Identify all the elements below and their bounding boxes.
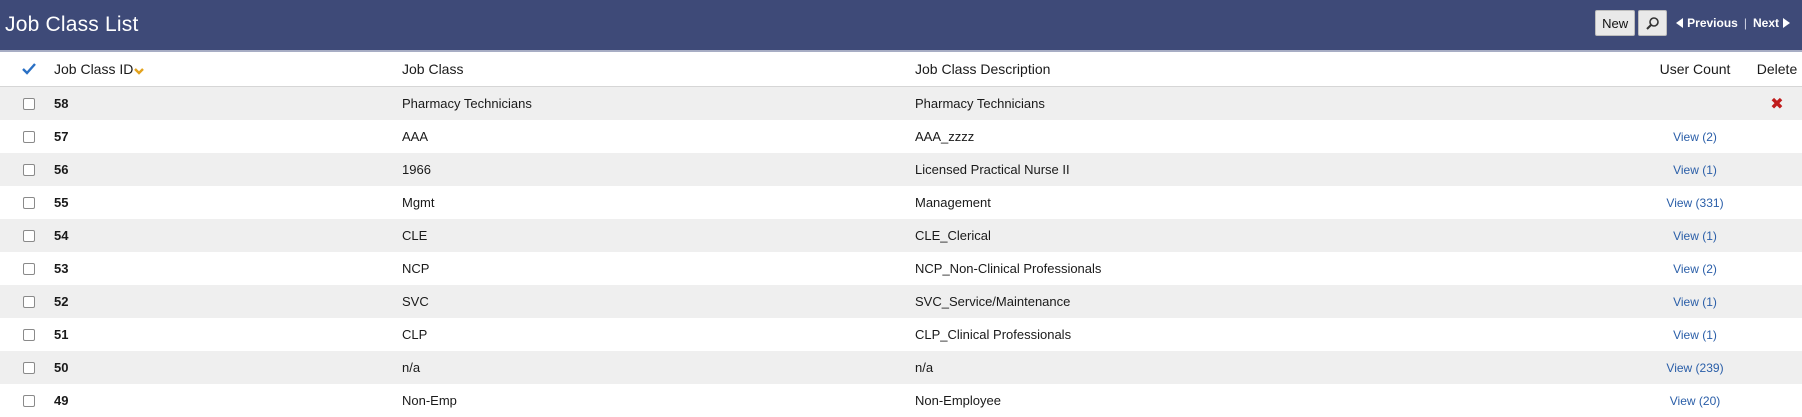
row-checkbox[interactable] [23, 394, 35, 407]
checkmark-icon[interactable] [22, 63, 36, 75]
view-users-link[interactable]: View (1) [1673, 327, 1717, 342]
cell-job-class: Pharmacy Technicians [402, 96, 532, 111]
cell-job-class: Non-Emp [402, 393, 457, 408]
cell-id: 49 [54, 393, 69, 408]
search-button[interactable] [1638, 10, 1668, 36]
table-row: 50 n/a n/a View (239) [0, 351, 1802, 384]
table-row: 49 Non-Emp Non-Employee View (20) [0, 384, 1802, 417]
cell-job-class: NCP [402, 261, 430, 276]
cell-description: Non-Employee [915, 393, 1001, 408]
cell-id: 58 [54, 96, 69, 111]
cell-description: AAA_zzzz [915, 129, 975, 144]
cell-job-class: Mgmt [402, 195, 435, 210]
table-row: 51 CLP CLP_Clinical Professionals View (… [0, 318, 1802, 351]
view-users-link[interactable]: View (2) [1673, 129, 1717, 144]
cell-job-class: SVC [402, 294, 429, 309]
cell-job-class: AAA [402, 129, 429, 144]
header-actions: New Previous | Next [1595, 9, 1790, 37]
column-header-id-label: Job Class ID [54, 61, 134, 77]
arrow-left-icon [1676, 18, 1684, 28]
view-users-link[interactable]: View (239) [1666, 360, 1724, 375]
row-checkbox[interactable] [23, 328, 35, 341]
row-checkbox[interactable] [23, 163, 35, 176]
column-header-job-class[interactable]: Job Class [402, 61, 464, 77]
row-checkbox[interactable] [23, 361, 35, 374]
table-row: 56 1966 Licensed Practical Nurse II View… [0, 153, 1802, 186]
cell-description: Management [915, 195, 991, 210]
view-users-link[interactable]: View (1) [1673, 228, 1717, 243]
table-row: 53 NCP NCP_Non-Clinical Professionals Vi… [0, 252, 1802, 285]
cell-id: 51 [54, 327, 69, 342]
select-all-cell[interactable] [14, 52, 44, 86]
table-body: 58 Pharmacy Technicians Pharmacy Technic… [0, 87, 1802, 417]
row-checkbox[interactable] [23, 262, 35, 275]
cell-description: Licensed Practical Nurse II [915, 162, 1070, 177]
cell-id: 53 [54, 261, 69, 276]
table-row: 54 CLE CLE_Clerical View (1) [0, 219, 1802, 252]
cell-job-class: 1966 [402, 162, 431, 177]
pagination: Previous | Next [1676, 16, 1790, 30]
delete-icon[interactable]: ✖ [1770, 95, 1784, 113]
view-users-link[interactable]: View (20) [1669, 393, 1721, 408]
cell-id: 56 [54, 162, 69, 177]
cell-id: 54 [54, 228, 69, 243]
column-header-id[interactable]: Job Class ID [54, 52, 145, 86]
cell-id: 57 [54, 129, 69, 144]
view-users-link[interactable]: View (1) [1673, 162, 1717, 177]
row-checkbox[interactable] [23, 196, 35, 209]
cell-job-class: n/a [402, 360, 421, 375]
cell-description: SVC_Service/Maintenance [915, 294, 1071, 309]
arrow-right-icon [1783, 18, 1790, 28]
cell-description: Pharmacy Technicians [915, 96, 1045, 111]
cell-description: CLP_Clinical Professionals [915, 327, 1072, 342]
row-checkbox[interactable] [23, 295, 35, 308]
column-header-user-count[interactable]: User Count [1659, 61, 1731, 77]
previous-link[interactable]: Previous [1676, 16, 1738, 30]
view-users-link[interactable]: View (331) [1666, 195, 1724, 210]
cell-description: NCP_Non-Clinical Professionals [915, 261, 1102, 276]
table-row: 58 Pharmacy Technicians Pharmacy Technic… [0, 87, 1802, 120]
cell-description: n/a [915, 360, 934, 375]
page-title: Job Class List [5, 13, 139, 36]
table-row: 55 Mgmt Management View (331) [0, 186, 1802, 219]
cell-id: 52 [54, 294, 69, 309]
column-header-delete: Delete [1756, 61, 1798, 77]
cell-id: 55 [54, 195, 69, 210]
cell-job-class: CLP [402, 327, 428, 342]
next-link[interactable]: Next [1753, 16, 1790, 30]
magnifier-icon [1646, 16, 1659, 30]
row-checkbox[interactable] [23, 97, 35, 110]
column-header-description[interactable]: Job Class Description [915, 61, 1051, 77]
next-label: Next [1752, 16, 1779, 30]
view-users-link[interactable]: View (1) [1673, 294, 1717, 309]
new-button[interactable]: New [1595, 10, 1636, 36]
pager-separator: | [1743, 16, 1747, 30]
view-users-link[interactable]: View (2) [1673, 261, 1717, 276]
row-checkbox[interactable] [23, 130, 35, 143]
cell-id: 50 [54, 360, 69, 375]
cell-job-class: CLE [402, 228, 428, 243]
page-header: Job Class List New Previous | Next [0, 0, 1802, 50]
row-checkbox[interactable] [23, 229, 35, 242]
cell-description: CLE_Clerical [915, 228, 991, 243]
sort-desc-icon[interactable] [134, 66, 145, 76]
table-row: 52 SVC SVC_Service/Maintenance View (1) [0, 285, 1802, 318]
table-header: Job Class ID Job Class Job Class Descrip… [0, 50, 1802, 87]
previous-label: Previous [1687, 16, 1738, 30]
table-row: 57 AAA AAA_zzzz View (2) [0, 120, 1802, 153]
